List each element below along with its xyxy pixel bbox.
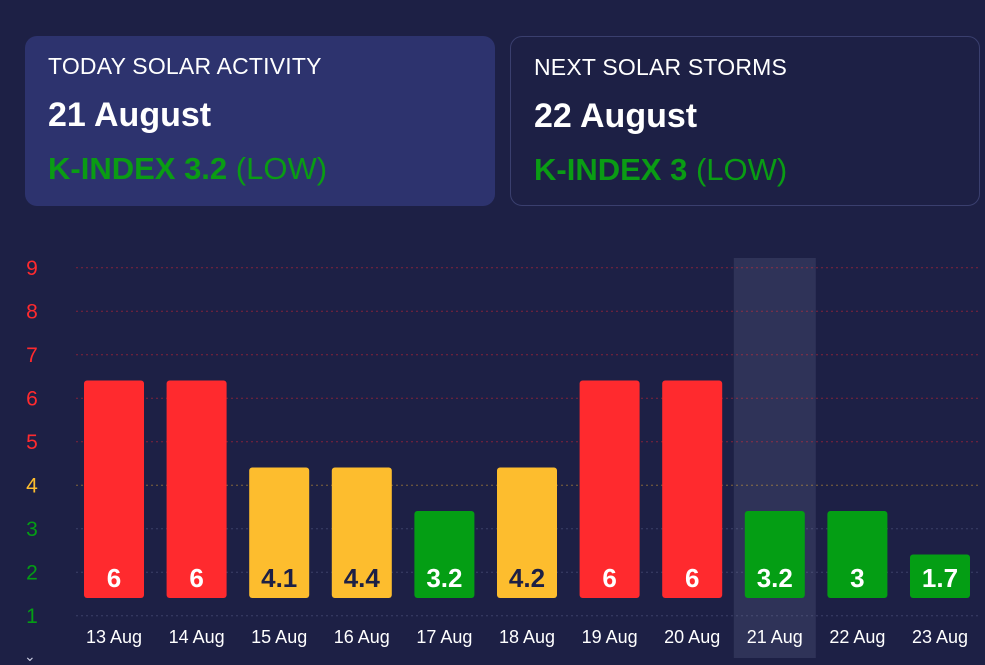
today-kindex: K-INDEX 3.2 (LOW) — [48, 151, 327, 187]
bar — [497, 467, 557, 598]
today-date: 21 August — [48, 96, 212, 134]
y-tick-label: 4 — [26, 474, 38, 497]
bar-value-label: 6 — [685, 563, 699, 593]
x-tick-label: 14 Aug — [169, 627, 225, 647]
x-tick-label: 22 Aug — [829, 627, 885, 647]
bar — [414, 511, 475, 598]
x-tick-label: 18 Aug — [499, 627, 555, 647]
y-tick-label: 1 — [26, 605, 38, 628]
x-tick-label: 15 Aug — [251, 627, 307, 647]
next-storms-card: NEXT SOLAR STORMS 22 August K-INDEX 3 (L… — [510, 36, 980, 206]
bar-value-label: 4.2 — [509, 563, 545, 593]
y-tick-label: 2 — [26, 561, 38, 584]
next-kindex-value: K-INDEX 3 — [534, 152, 688, 187]
bar — [827, 511, 888, 598]
y-tick-label: 3 — [26, 518, 38, 541]
bar — [662, 380, 723, 598]
next-level: (LOW) — [695, 152, 788, 187]
bar-value-label: 3.2 — [757, 563, 793, 593]
y-tick-label: 6 — [26, 387, 38, 410]
x-tick-label: 23 Aug — [912, 627, 968, 647]
today-activity-card: TODAY SOLAR ACTIVITY 21 August K-INDEX 3… — [25, 36, 495, 206]
bar-value-label: 3.2 — [426, 563, 462, 593]
bar-value-label: 6 — [107, 563, 121, 593]
x-tick-label: 20 Aug — [664, 627, 720, 647]
bar — [331, 467, 392, 598]
x-tick-label: 17 Aug — [416, 627, 472, 647]
bar-value-label: 4.1 — [261, 563, 297, 593]
y-tick-label: 5 — [26, 431, 38, 454]
today-title: TODAY SOLAR ACTIVITY — [48, 53, 322, 79]
next-title: NEXT SOLAR STORMS — [534, 54, 788, 80]
bar — [744, 511, 805, 598]
next-date: 22 August — [534, 97, 698, 135]
bar-value-label: 6 — [602, 563, 616, 593]
x-tick-label: 21 Aug — [747, 627, 803, 647]
y-tick-label: 9 — [26, 257, 38, 280]
bar-value-label: 4.4 — [344, 563, 381, 593]
y-tick-label: 7 — [26, 344, 38, 367]
bar — [579, 380, 640, 598]
bar-value-label: 3 — [850, 563, 864, 593]
y-tick-label: 8 — [26, 300, 38, 323]
bar — [910, 554, 970, 598]
today-kindex-value: K-INDEX 3.2 — [48, 151, 228, 186]
bar — [166, 380, 227, 598]
bar-value-label: 1.7 — [922, 563, 958, 593]
x-tick-label: 19 Aug — [582, 627, 638, 647]
x-tick-label: 16 Aug — [334, 627, 390, 647]
next-kindex: K-INDEX 3 (LOW) — [534, 152, 787, 188]
bar-value-label: 6 — [189, 563, 203, 593]
chevron-down-icon[interactable]: ⌄ — [24, 648, 36, 664]
x-tick-label: 13 Aug — [86, 627, 142, 647]
bar — [249, 467, 310, 598]
bar — [84, 380, 144, 598]
today-level: (LOW) — [235, 151, 328, 186]
